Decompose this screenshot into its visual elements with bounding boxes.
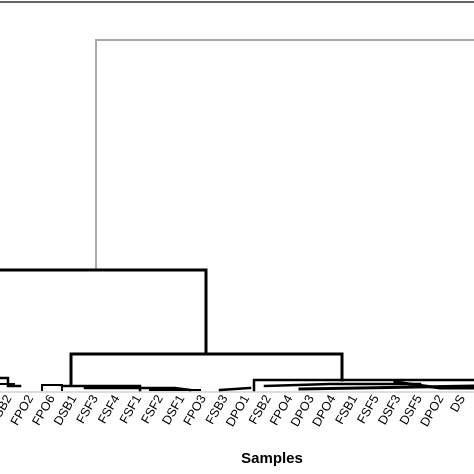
leaf-label: FPO3 bbox=[181, 392, 209, 427]
cluster-link bbox=[252, 378, 474, 392]
leaf-link bbox=[393, 380, 474, 390]
leaf-label: DS bbox=[447, 393, 468, 415]
cluster-link bbox=[69, 352, 344, 386]
cluster-link bbox=[0, 268, 208, 354]
leaf-labels: SB2FPO2FPO6DSB1FSF3FSF4FSF1FSF2DSF1FPO3F… bbox=[0, 392, 468, 429]
tree-links bbox=[0, 1, 474, 392]
x-axis-title: Samples bbox=[241, 450, 303, 467]
leaf-link bbox=[41, 384, 63, 391]
leaf-link bbox=[218, 386, 252, 392]
leaf-link bbox=[0, 376, 22, 388]
leaf-link bbox=[263, 382, 422, 388]
leaf-label: FSB1 bbox=[332, 392, 360, 426]
leaf-label: DSB1 bbox=[51, 392, 79, 427]
root-link bbox=[95, 39, 474, 269]
